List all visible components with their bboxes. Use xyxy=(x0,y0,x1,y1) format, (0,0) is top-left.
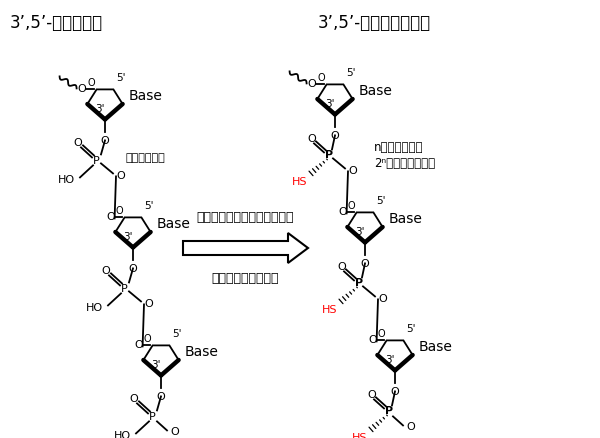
Text: O: O xyxy=(74,138,82,148)
Text: n个手性磷中心: n个手性磷中心 xyxy=(374,141,424,154)
Text: 5': 5' xyxy=(116,74,126,83)
Text: O: O xyxy=(116,206,124,216)
Text: HO: HO xyxy=(114,431,131,438)
Text: O: O xyxy=(331,131,340,141)
Text: O: O xyxy=(308,134,316,145)
Text: O: O xyxy=(368,336,377,346)
Text: Base: Base xyxy=(128,89,163,103)
Text: O: O xyxy=(338,262,346,272)
Text: HS: HS xyxy=(322,305,337,315)
Text: 5': 5' xyxy=(172,329,182,339)
Text: O: O xyxy=(128,265,137,274)
Text: HS: HS xyxy=(292,177,307,187)
Text: O: O xyxy=(348,201,356,212)
Text: Base: Base xyxy=(389,212,422,226)
Text: O: O xyxy=(378,329,386,339)
Text: O: O xyxy=(106,212,115,223)
Text: P: P xyxy=(149,413,155,422)
Text: Base: Base xyxy=(359,84,392,98)
Text: HS: HS xyxy=(352,433,367,438)
Text: O: O xyxy=(406,422,415,432)
Text: HO: HO xyxy=(86,304,103,314)
Text: 3': 3' xyxy=(385,355,395,365)
Text: 3': 3' xyxy=(151,360,161,371)
Text: O: O xyxy=(88,78,95,88)
Text: 3’,5’-磷酸二酯键: 3’,5’-磷酸二酯键 xyxy=(10,14,103,32)
Text: O: O xyxy=(170,427,179,438)
Text: 5': 5' xyxy=(406,325,416,334)
Text: P: P xyxy=(325,150,333,160)
Text: O: O xyxy=(318,74,326,83)
Text: O: O xyxy=(368,390,376,400)
Text: O: O xyxy=(130,394,139,404)
Text: P: P xyxy=(355,279,363,288)
Text: 5': 5' xyxy=(376,196,386,206)
Text: O: O xyxy=(157,392,166,403)
Text: O: O xyxy=(144,334,152,344)
Text: 非手性磷中心: 非手性磷中心 xyxy=(125,153,165,163)
Text: O: O xyxy=(307,79,316,89)
Text: O: O xyxy=(348,166,357,177)
Text: P: P xyxy=(385,406,393,417)
Text: O: O xyxy=(101,266,110,276)
Text: Base: Base xyxy=(419,340,452,354)
Text: 3': 3' xyxy=(325,99,335,110)
Text: O: O xyxy=(338,208,347,217)
Text: 对核酸醂更强抗抗性: 对核酸醂更强抗抗性 xyxy=(211,272,279,285)
Text: O: O xyxy=(391,387,400,397)
Text: 3’,5’-硫代磷酸二酯键: 3’,5’-硫代磷酸二酯键 xyxy=(318,14,431,32)
Text: O: O xyxy=(361,259,370,269)
Text: P: P xyxy=(121,284,127,294)
Text: 3': 3' xyxy=(123,233,133,242)
Text: 更强亲脂性，容易被细胞据取: 更强亲脂性，容易被细胞据取 xyxy=(196,211,294,224)
Text: O: O xyxy=(144,300,153,309)
Text: P: P xyxy=(92,156,100,166)
Text: O: O xyxy=(378,294,387,304)
Text: O: O xyxy=(101,136,109,146)
Text: 3': 3' xyxy=(95,104,105,114)
Text: 3': 3' xyxy=(355,227,365,237)
Text: O: O xyxy=(77,85,86,95)
Text: O: O xyxy=(134,340,143,350)
Text: 5': 5' xyxy=(145,201,154,212)
Text: HO: HO xyxy=(58,175,75,185)
Text: O: O xyxy=(116,171,125,181)
Text: Base: Base xyxy=(157,217,190,231)
Text: 5': 5' xyxy=(346,68,356,78)
Text: 2ⁿ个非对映异构体: 2ⁿ个非对映异构体 xyxy=(374,157,435,170)
Text: Base: Base xyxy=(185,345,218,359)
